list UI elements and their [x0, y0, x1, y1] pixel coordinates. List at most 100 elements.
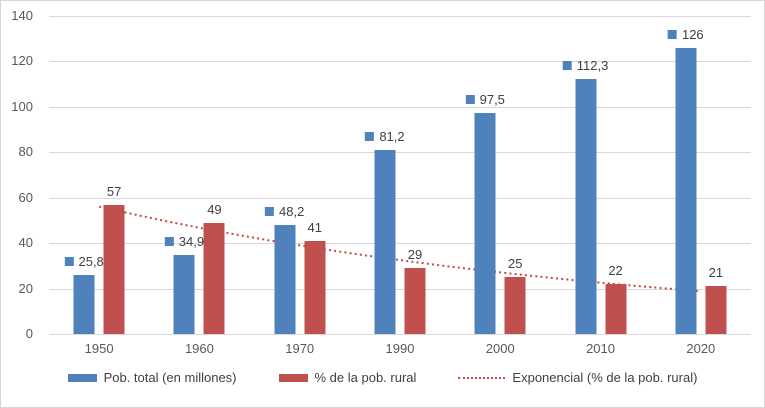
legend-label: Exponencial (% de la pob. rural) — [512, 370, 698, 385]
bar-pob-rural: 21 — [705, 265, 727, 334]
legend-bar-swatch-icon — [278, 373, 308, 382]
y-tick-label: 140 — [11, 8, 33, 23]
data-label: 48,2 — [265, 204, 304, 219]
gridline — [49, 334, 751, 335]
data-label-value: 22 — [608, 263, 623, 279]
bar-group-1960: 34,9 49 — [149, 16, 249, 334]
bar-groups: 25,8 57 34,9 49 48,2 41 81,2 29 97,5 25 112,3 22 126… — [49, 16, 751, 334]
data-label-value: 81,2 — [379, 128, 405, 144]
data-label: 21 — [709, 265, 723, 280]
bar-group-2000: 97,5 25 — [450, 16, 550, 334]
bar-group-1990: 81,2 29 — [350, 16, 450, 334]
bar-pair: 81,2 29 — [365, 129, 426, 334]
legend-key-icon — [164, 236, 174, 246]
data-label-value: 25,8 — [78, 254, 104, 270]
bar-pob-rural: 22 — [605, 263, 627, 334]
data-label-value: 41 — [307, 219, 322, 235]
data-label-value: 112,3 — [576, 57, 609, 73]
bar-group-1970: 48,2 41 — [250, 16, 350, 334]
y-tick-label: 60 — [18, 189, 33, 205]
legend: Pob. total (en millones) % de la pob. rur… — [1, 370, 764, 385]
bar-pob-total: 25,8 — [64, 254, 104, 334]
data-label: 49 — [207, 202, 221, 217]
data-label-value: 25 — [508, 256, 523, 272]
bar-pob-total: 48,2 — [265, 204, 304, 334]
x-tick-label: 2000 — [485, 341, 515, 356]
bar-group-2010: 112,3 22 — [550, 16, 650, 334]
data-label-value: 29 — [407, 247, 423, 263]
gridline — [49, 152, 751, 154]
bar-group-1950: 25,8 57 — [49, 16, 149, 334]
bar-pair: 126 21 — [667, 27, 727, 334]
bar-pob-total: 97,5 — [465, 92, 505, 334]
y-tick-label: 80 — [18, 144, 33, 160]
gridline — [49, 288, 751, 290]
legend-key-icon — [265, 206, 275, 216]
data-label: 81,2 — [365, 128, 405, 144]
bar-pob-rural: 57 — [103, 184, 125, 334]
x-tick-label: 1950 — [84, 341, 114, 356]
x-tick-label: 2020 — [686, 341, 716, 356]
legend-key-icon — [667, 29, 677, 39]
data-label: 29 — [408, 247, 422, 262]
bar-pair: 48,2 41 — [265, 204, 326, 334]
y-tick-label: 0 — [25, 326, 33, 341]
x-tick-label: 1960 — [184, 341, 214, 356]
data-label: 41 — [307, 220, 321, 235]
data-label-value: 48,2 — [279, 203, 305, 219]
data-label: 34,9 — [164, 233, 205, 249]
data-label: 25,8 — [64, 254, 104, 270]
gridline — [49, 16, 751, 17]
bar-pob-rural: 49 — [203, 202, 225, 334]
data-label: 112,3 — [562, 57, 609, 73]
data-label: 126 — [667, 26, 704, 42]
y-tick-label: 20 — [18, 280, 33, 296]
data-label-value: 57 — [106, 183, 122, 199]
legend-label: Pob. total (en millones) — [103, 370, 237, 385]
data-label-value: 49 — [207, 201, 222, 217]
y-tick-label: 40 — [18, 235, 33, 251]
bar-pair: 34,9 49 — [164, 202, 225, 334]
y-tick-label: 120 — [11, 53, 33, 69]
data-label-value: 21 — [708, 265, 724, 281]
bar-pob-rural: 25 — [504, 256, 526, 334]
data-label-value: 34,9 — [178, 233, 205, 249]
bar-pob-total: 126 — [667, 27, 704, 334]
legend-item-pob-total: Pob. total (en millones) — [67, 370, 237, 385]
x-tick-label: 1990 — [385, 341, 415, 356]
legend-bar-swatch-icon — [67, 373, 97, 382]
bar-pob-total: 34,9 — [164, 234, 204, 334]
bar-pob-rural: 41 — [304, 220, 326, 334]
gridline — [49, 61, 751, 63]
bar-pair: 112,3 22 — [562, 58, 627, 334]
data-label: 25 — [508, 256, 522, 271]
bar-pob-total: 112,3 — [562, 58, 608, 334]
gridline — [49, 243, 751, 245]
bar-pob-total: 81,2 — [365, 129, 405, 334]
bar-group-2020: 126 21 — [651, 16, 751, 334]
data-label-value: 97,5 — [479, 91, 505, 107]
legend-label: % de la pob. rural — [314, 370, 417, 385]
x-tick-label: 1970 — [285, 341, 315, 356]
bar-pair: 97,5 25 — [465, 92, 526, 334]
gridline — [49, 106, 751, 108]
bar-pair: 25,8 57 — [64, 184, 125, 334]
y-tick-label: 100 — [11, 98, 33, 114]
legend-item-pob-rural: % de la pob. rural — [278, 370, 417, 385]
legend-dotted-line-icon — [458, 376, 506, 379]
legend-key-icon — [365, 131, 375, 141]
plot-area: 25,8 57 34,9 49 48,2 41 81,2 29 97,5 25 112,3 22 126… — [49, 16, 751, 335]
data-label: 57 — [107, 184, 121, 199]
data-label: 97,5 — [465, 91, 505, 107]
legend-key-icon — [64, 257, 74, 267]
legend-key-icon — [562, 60, 572, 70]
data-label-value: 126 — [681, 26, 704, 42]
gridline — [49, 197, 751, 199]
bar-pob-rural: 29 — [404, 247, 426, 334]
legend-item-exponential: Exponencial (% de la pob. rural) — [458, 370, 697, 385]
x-tick-label: 2010 — [586, 341, 615, 356]
data-label: 22 — [608, 263, 622, 278]
legend-key-icon — [465, 94, 475, 104]
x-axis-labels: 1950 1960 1970 1990 2000 2010 2020 — [49, 341, 751, 356]
